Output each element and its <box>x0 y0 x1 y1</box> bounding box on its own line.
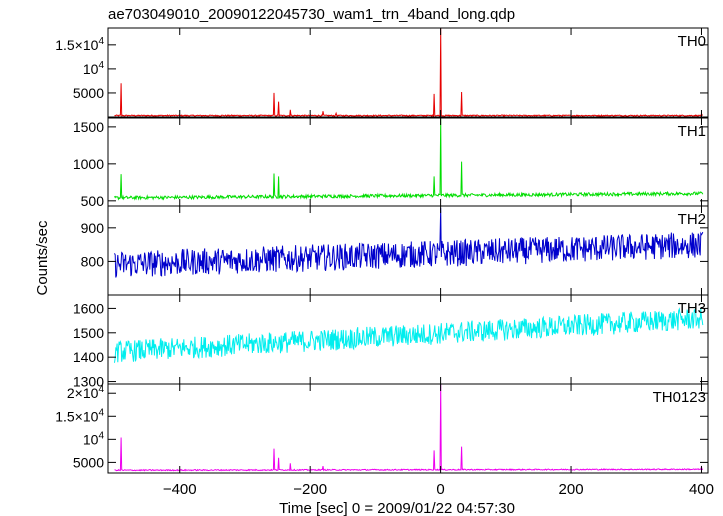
y-tick-label: 104 <box>83 60 105 77</box>
y-tick-label: 1500 <box>73 119 104 135</box>
panel-frame <box>107 383 709 474</box>
y-tick-label: 1500 <box>73 325 104 341</box>
x-axis-label: Time [sec] 0 = 2009/01/22 04:57:30 <box>279 500 515 516</box>
y-tick-label: 500 <box>81 193 105 209</box>
series-label: TH0 <box>678 33 706 50</box>
panel-th0: TH0 5000 104 1.5×104 <box>55 27 709 118</box>
series-th1 <box>114 118 704 201</box>
panel-th3: TH3 1300 1400 1500 1600 <box>73 294 709 390</box>
y-tick-label: 1600 <box>73 300 104 316</box>
y-tick-label: 1300 <box>73 374 104 390</box>
panel-th0123: TH0123 5000 104 1.5×104 2×104 <box>55 383 709 474</box>
series-th3 <box>114 307 704 363</box>
y-axis-label: Counts/sec <box>34 220 51 296</box>
series-label: TH1 <box>678 123 706 140</box>
series-label: TH3 <box>678 300 706 317</box>
y-tick-label: 1.5×104 <box>55 36 104 53</box>
series-th2 <box>114 207 704 278</box>
x-tick-label: −400 <box>163 481 197 498</box>
y-tick-label: 1000 <box>73 156 104 172</box>
y-tick-label: 1400 <box>73 349 104 365</box>
chart-title: ae703049010_20090122045730_wam1_trn_4ban… <box>108 6 515 23</box>
x-tick-label: −200 <box>293 481 327 498</box>
series-label: TH0123 <box>653 389 706 406</box>
panel-frame <box>107 205 709 296</box>
y-tick-label: 5000 <box>73 85 104 101</box>
x-tick-label: 400 <box>689 481 714 498</box>
y-tick-label: 2×104 <box>67 384 105 401</box>
series-th0123 <box>114 384 704 472</box>
y-tick-label: 104 <box>83 430 105 447</box>
panel-th1: TH1 500 1000 1500 <box>73 117 709 209</box>
panel-th2: TH2 800 900 <box>81 205 709 296</box>
x-tick-label: 200 <box>559 481 584 498</box>
series-label: TH2 <box>678 211 706 228</box>
y-tick-label: 900 <box>81 220 105 236</box>
y-tick-label: 5000 <box>73 454 104 470</box>
y-tick-label: 800 <box>81 253 105 269</box>
x-tick-label: 0 <box>436 481 444 498</box>
series-th0 <box>114 28 703 118</box>
y-tick-label: 1.5×104 <box>55 407 104 424</box>
panel-frame <box>107 27 709 118</box>
